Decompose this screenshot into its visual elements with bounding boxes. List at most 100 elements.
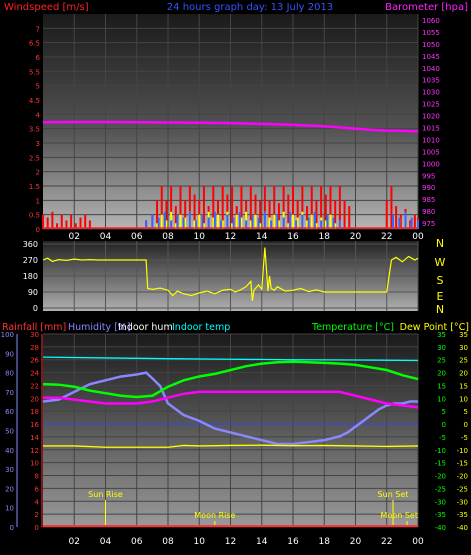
dewpoint-y-tick: 0 xyxy=(464,421,468,429)
temperature-y-tick: 0 xyxy=(442,421,446,429)
wind-x-tick: 22 xyxy=(381,232,392,242)
dewpoint-y-tick: -25 xyxy=(457,485,468,493)
wind-x-tick: 08 xyxy=(162,232,174,242)
wind-y-tick: 3.5 xyxy=(29,126,40,134)
wind-x-tick: 20 xyxy=(350,232,362,242)
wind-x-tick: 00 xyxy=(412,232,424,242)
humidity-y-tick: 30 xyxy=(5,466,14,474)
dewpoint-y-tick: -10 xyxy=(457,447,468,455)
wind-y-tick: 4 xyxy=(36,111,41,119)
wind-x-tick: 16 xyxy=(287,232,299,242)
temperature-y-tick: 20 xyxy=(437,370,446,378)
temperature-y-tick: -35 xyxy=(435,511,446,519)
dewpoint-y-tick: 35 xyxy=(459,331,468,339)
wind-y-tick: 5.5 xyxy=(29,68,40,76)
barometer-y-tick: 1015 xyxy=(422,124,440,132)
rainfall-y-tick: 8 xyxy=(35,473,39,481)
temperature-x-tick: 20 xyxy=(350,537,362,547)
temperature-y-tick: -40 xyxy=(435,524,446,532)
dewpoint-y-tick: 30 xyxy=(459,344,468,352)
barometer-y-tick: 1050 xyxy=(422,41,440,49)
wind-x-tick: 10 xyxy=(194,232,206,242)
barometer-y-tick: 1030 xyxy=(422,89,440,97)
direction-y-tick: 360 xyxy=(23,240,38,249)
humidity-y-tick: 0 xyxy=(10,524,14,532)
humidity-y-tick: 20 xyxy=(5,485,14,493)
barometer-y-tick: 975 xyxy=(422,220,435,228)
legend-entry: Humidity [%] xyxy=(68,322,131,333)
direction-y-tick: 0 xyxy=(33,304,38,313)
barometer-y-tick: 1055 xyxy=(422,29,440,37)
wind-y-tick: 0.5 xyxy=(29,212,40,220)
temperature-y-tick: 35 xyxy=(437,331,446,339)
temperature-y-tick: 25 xyxy=(437,357,446,365)
temperature-x-tick: 12 xyxy=(225,537,236,547)
wind-x-tick: 06 xyxy=(131,232,143,242)
barometer-y-tick: 1025 xyxy=(422,101,440,109)
legend-entry: Indoor temp xyxy=(172,322,230,333)
series-line xyxy=(42,360,419,399)
rainfall-y-tick: 10 xyxy=(30,460,39,468)
humidity-y-tick: 90 xyxy=(5,350,14,358)
temperature-y-tick: -25 xyxy=(435,485,446,493)
rainfall-y-tick: 26 xyxy=(30,357,39,365)
temperature-x-tick: 22 xyxy=(381,537,392,547)
barometer-axis-label: Barometer [hpa] xyxy=(385,2,468,13)
rainfall-y-tick: 4 xyxy=(35,498,40,506)
wind-y-tick: 4.5 xyxy=(29,97,40,105)
temperature-y-tick: -30 xyxy=(435,498,446,506)
temperature-x-tick: 02 xyxy=(69,537,80,547)
dewpoint-y-tick: 10 xyxy=(459,395,468,403)
temperature-x-tick: 16 xyxy=(287,537,299,547)
wind-y-tick: 1.5 xyxy=(29,183,40,191)
temperature-panel-legend: Rainfall [mm] Humidity [%]Indoor hum Indoo… xyxy=(2,322,469,333)
direction-y-tick: 270 xyxy=(23,256,38,265)
legend-entry: Temperature [°C] xyxy=(311,322,394,333)
windspeed-axis-label: Windspeed [m/s] xyxy=(4,2,89,13)
wind-x-tick: 04 xyxy=(100,232,112,242)
temperature-y-tick: -15 xyxy=(435,460,446,468)
barometer-y-tick: 1020 xyxy=(422,113,440,121)
dewpoint-y-tick: 20 xyxy=(459,370,468,378)
series-line xyxy=(42,356,419,362)
temperature-y-tick: -5 xyxy=(439,434,446,442)
direction-y-tick: 90 xyxy=(28,288,38,297)
temperature-x-tick: 08 xyxy=(162,537,174,547)
wind-y-tick: 1 xyxy=(36,197,40,205)
temperature-y-tick: -20 xyxy=(435,473,446,481)
temperature-y-tick: 30 xyxy=(437,344,446,352)
temperature-y-tick: -10 xyxy=(435,447,446,455)
barometer-y-tick: 1040 xyxy=(422,65,440,73)
barometer-y-tick: 1060 xyxy=(422,17,440,25)
compass-letter: S xyxy=(437,274,444,287)
rainfall-y-tick: 16 xyxy=(30,421,39,429)
humidity-y-tick: 100 xyxy=(1,331,14,339)
rainfall-y-tick: 18 xyxy=(30,408,39,416)
legend-entry: Dew Point [°C] xyxy=(400,322,469,333)
temperature-y-tick: 5 xyxy=(442,408,446,416)
temperature-x-tick: 06 xyxy=(131,537,143,547)
dewpoint-y-tick: 15 xyxy=(459,382,468,390)
temperature-y-tick: 10 xyxy=(437,395,446,403)
rainfall-y-tick: 12 xyxy=(30,447,39,455)
humidity-y-tick: 10 xyxy=(5,505,14,513)
annotation-label: Sun Rise xyxy=(88,490,123,499)
temperature-panel-ticks: 02 04 06 08 10 12 14 16 18 20 22 00-40 -40-35 -35-30-… xyxy=(1,331,468,547)
barometer-y-tick: 995 xyxy=(422,172,435,180)
wind-y-tick: 3 xyxy=(36,140,40,148)
wind-x-tick: 18 xyxy=(319,232,331,242)
barometer-y-tick: 1045 xyxy=(422,53,440,61)
barometer-y-tick: 985 xyxy=(422,196,435,204)
wind-y-tick: 2 xyxy=(36,169,40,177)
barometer-y-tick: 1000 xyxy=(422,160,440,168)
wind-direction-line xyxy=(42,247,419,301)
compass-letter: N xyxy=(436,303,444,316)
wind-panel-ticks: 02 04 06 08 10 12 14 16 18 20 22 0000.511.522.533.5… xyxy=(29,17,440,242)
wind-x-tick: 12 xyxy=(225,232,236,242)
rainfall-y-tick: 24 xyxy=(30,370,39,378)
rainfall-y-tick: 30 xyxy=(30,331,39,339)
humidity-y-tick: 40 xyxy=(5,447,14,455)
